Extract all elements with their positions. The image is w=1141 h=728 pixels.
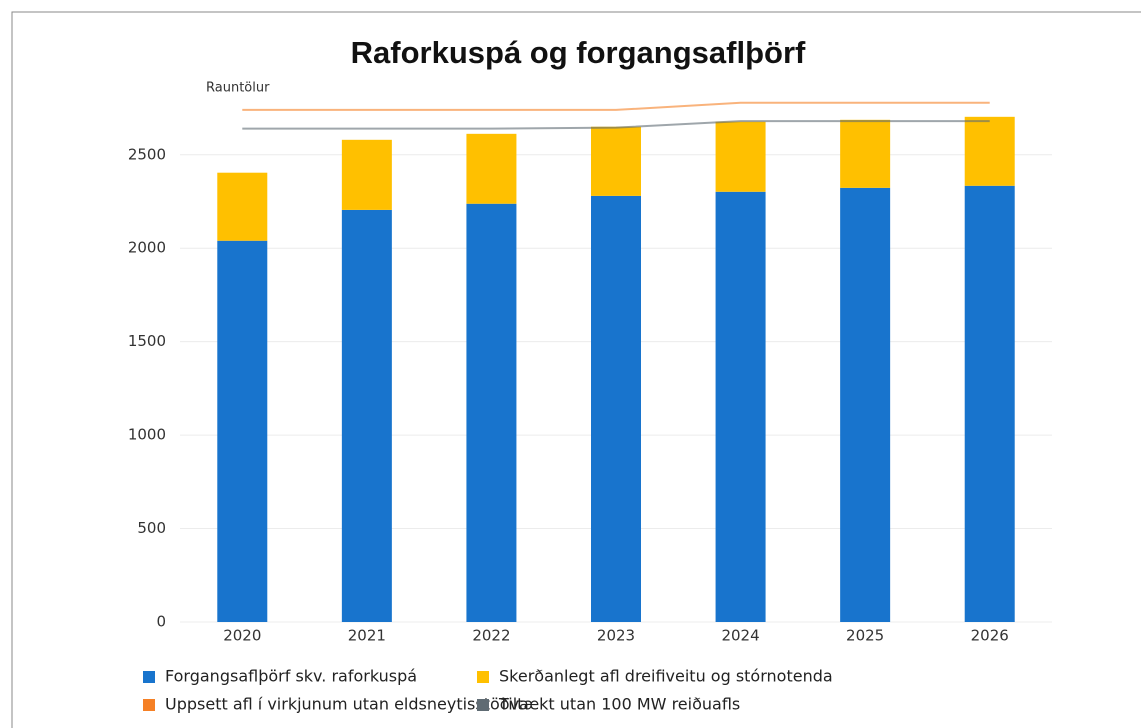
x-tick-label: 2024	[721, 627, 759, 645]
bar	[964, 116, 1015, 186]
chart-title: Raforkuspá og forgangsaflþörf	[351, 35, 806, 70]
bar	[341, 139, 392, 210]
y-tick-label: 2000	[128, 239, 166, 257]
line	[242, 120, 990, 130]
bar	[840, 187, 891, 623]
y-tick-label: 0	[156, 613, 166, 631]
bar	[591, 195, 641, 622]
legend-marker	[143, 671, 155, 683]
legend-marker	[477, 699, 489, 711]
legend-label: Skerðanlegt afl dreifiveitu og stórnoten…	[499, 667, 833, 686]
bar	[466, 133, 517, 204]
bar	[466, 203, 517, 622]
bar	[217, 172, 268, 241]
bar	[715, 191, 766, 622]
y-tick-label: 500	[137, 519, 166, 537]
legend-marker	[477, 671, 489, 683]
x-tick-label: 2025	[846, 627, 884, 645]
bar	[217, 240, 268, 623]
legend-label: Forgangsaflþörf skv. raforkuspá	[165, 667, 417, 686]
x-tick-label: 2026	[971, 627, 1009, 645]
annotation: Rauntölur	[206, 81, 270, 96]
bar	[964, 185, 1015, 622]
bar	[715, 121, 766, 192]
x-tick-label: 2020	[223, 627, 261, 645]
frame	[11, 11, 1141, 728]
bar	[341, 209, 392, 622]
x-tick-label: 2022	[472, 627, 510, 645]
legend-label: Uppsett afl í virkjunum utan eldsneytiss…	[165, 695, 529, 714]
bar	[591, 126, 641, 196]
y-tick-label: 2500	[128, 145, 166, 163]
line	[242, 101, 990, 111]
legend-label: Tiltækt utan 100 MW reiðuafls	[498, 695, 740, 714]
y-tick-label: 1500	[128, 332, 166, 350]
x-tick-label: 2021	[348, 627, 386, 645]
y-tick-label: 1000	[128, 426, 166, 444]
bar	[840, 119, 891, 188]
x-tick-label: 2023	[597, 627, 635, 645]
legend-marker	[143, 699, 155, 711]
